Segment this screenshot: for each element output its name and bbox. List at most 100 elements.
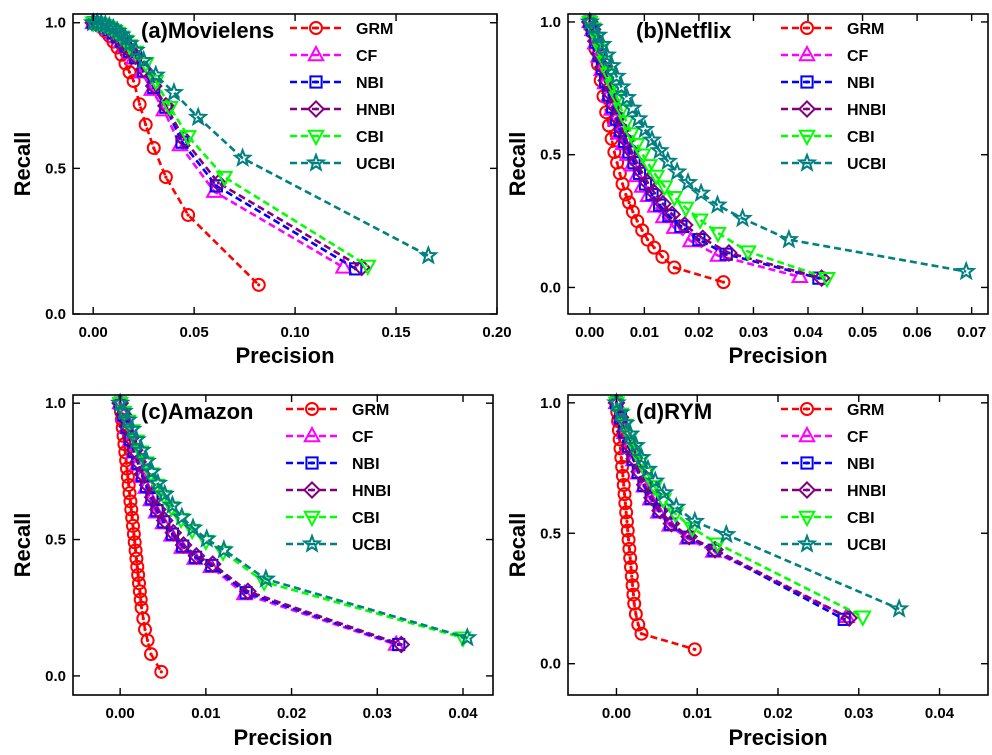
data-point-grm xyxy=(716,275,731,290)
legend-marker-hnbi-center xyxy=(310,488,314,492)
data-point-grm xyxy=(667,260,682,275)
data-point-hnbi-center xyxy=(140,472,144,476)
y-tick-label: 1.0 xyxy=(45,15,66,32)
data-point-hnbi xyxy=(812,269,831,288)
data-point-hnbi-center xyxy=(637,470,641,474)
data-point-hnbi-center xyxy=(194,554,198,558)
chart-title: (b)Netflix xyxy=(636,18,732,43)
data-point-cbi xyxy=(655,180,674,197)
legend: GRM CF NBI HNBI CBI UCBI xyxy=(290,21,395,173)
legend-label: CF xyxy=(847,429,869,446)
data-point-grm xyxy=(126,527,141,542)
data-point-ucbi xyxy=(187,106,209,127)
data-point-grm-center xyxy=(144,123,148,127)
data-point-cf xyxy=(790,266,809,284)
data-point-grm xyxy=(619,505,634,520)
data-point-grm-center xyxy=(130,516,134,520)
legend-item-nbi: NBI xyxy=(781,75,875,92)
data-point-hnbi xyxy=(174,535,193,555)
data-point-hnbi-center xyxy=(701,236,705,240)
data-point-nbi-center xyxy=(170,532,174,536)
data-point-grm-center xyxy=(627,200,631,205)
data-point-hnbi xyxy=(155,511,174,530)
data-point-grm-center xyxy=(164,175,168,179)
data-point-cbi xyxy=(146,74,165,92)
data-point-grm-center xyxy=(619,456,623,460)
data-point-grm-center xyxy=(623,501,627,505)
data-point-hnbi-center xyxy=(151,495,155,499)
legend-label: NBI xyxy=(847,75,875,92)
data-point-ucbi xyxy=(888,598,910,618)
legend-label: UCBI xyxy=(352,537,391,554)
data-point-grm xyxy=(124,502,139,517)
data-point-hnbi xyxy=(638,173,657,192)
data-point-grm xyxy=(615,468,630,483)
data-point-grm-center xyxy=(626,529,630,533)
data-point-grm xyxy=(138,117,153,132)
data-point-grm-center xyxy=(145,638,150,643)
data-point-hnbi xyxy=(840,609,859,628)
data-point-ucbi xyxy=(587,24,609,45)
legend-marker-ucbi xyxy=(796,533,818,553)
data-point-hnbi-center xyxy=(658,509,662,513)
data-point-ucbi xyxy=(601,54,622,75)
data-point-ucbi xyxy=(628,108,649,128)
legend-item-ucbi: UCBI xyxy=(781,533,886,554)
legend-marker-cbi xyxy=(798,510,816,528)
plot-frame xyxy=(72,394,494,696)
data-point-grm-center xyxy=(618,446,623,451)
data-point-grm xyxy=(122,486,137,501)
y-tick-label: 0.5 xyxy=(45,532,66,549)
data-point-nbi-center xyxy=(637,171,641,175)
data-point-nbi-center xyxy=(643,182,647,186)
legend-marker-ucbi xyxy=(301,533,323,553)
data-point-hnbi xyxy=(238,582,257,601)
y-tick-label: 1.0 xyxy=(540,395,561,412)
data-point-nbi-center xyxy=(615,117,619,121)
data-point-ucbi xyxy=(690,182,712,202)
data-point-grm xyxy=(132,576,146,591)
data-point-hnbi-center xyxy=(640,170,644,174)
series-cf xyxy=(607,392,856,623)
x-axis-label: Precision xyxy=(728,725,827,750)
x-tick-label: 0.02 xyxy=(277,705,306,722)
legend-marker-cf xyxy=(798,44,816,62)
data-point-hnbi-center xyxy=(182,543,186,547)
data-point-ucbi xyxy=(232,147,253,167)
data-point-ucbi xyxy=(616,86,638,107)
legend-label: HNBI xyxy=(847,102,886,119)
data-point-hnbi-center xyxy=(643,483,647,487)
x-tick-label: 0.02 xyxy=(684,324,713,341)
data-point-grm-center xyxy=(136,573,140,577)
data-point-ucbi xyxy=(113,400,134,421)
data-point-ucbi xyxy=(606,65,627,86)
y-tick-label: 0.5 xyxy=(540,147,561,164)
legend-marker-ucbi xyxy=(305,152,327,172)
legend-marker-nbi-center xyxy=(314,80,318,84)
legend-marker-grm-center xyxy=(805,407,809,411)
x-tick-label: 0.15 xyxy=(381,324,410,341)
chart-panel-3: 0.00 0.01 0.02 0.03 0.04 0.0 0.5 1.0 Precision Re… xyxy=(10,392,494,750)
data-point-grm-center xyxy=(639,632,644,636)
data-point-grm-center xyxy=(627,547,631,551)
data-point-grm xyxy=(128,543,143,558)
legend-item-cbi: CBI xyxy=(286,510,380,528)
legend-item-ucbi: UCBI xyxy=(781,152,886,173)
data-point-grm-center xyxy=(652,246,656,250)
x-axis-label: Precision xyxy=(235,343,334,368)
data-point-cbi xyxy=(666,507,685,524)
legend-marker-cf xyxy=(307,44,325,62)
data-point-hnbi-center xyxy=(620,127,624,131)
data-point-ucbi xyxy=(583,16,604,37)
plot-frame xyxy=(567,13,989,315)
data-point-grm-center xyxy=(631,210,635,214)
data-point-grm xyxy=(622,541,637,556)
legend-label: CBI xyxy=(847,129,875,146)
x-tick-label: 0.20 xyxy=(482,324,511,341)
data-point-grm xyxy=(634,626,649,641)
data-point-hnbi-center xyxy=(211,562,215,566)
data-point-cf xyxy=(681,230,700,248)
data-point-ucbi xyxy=(644,470,666,490)
data-point-ucbi xyxy=(611,76,632,96)
legend-item-grm: GRM xyxy=(781,21,884,38)
